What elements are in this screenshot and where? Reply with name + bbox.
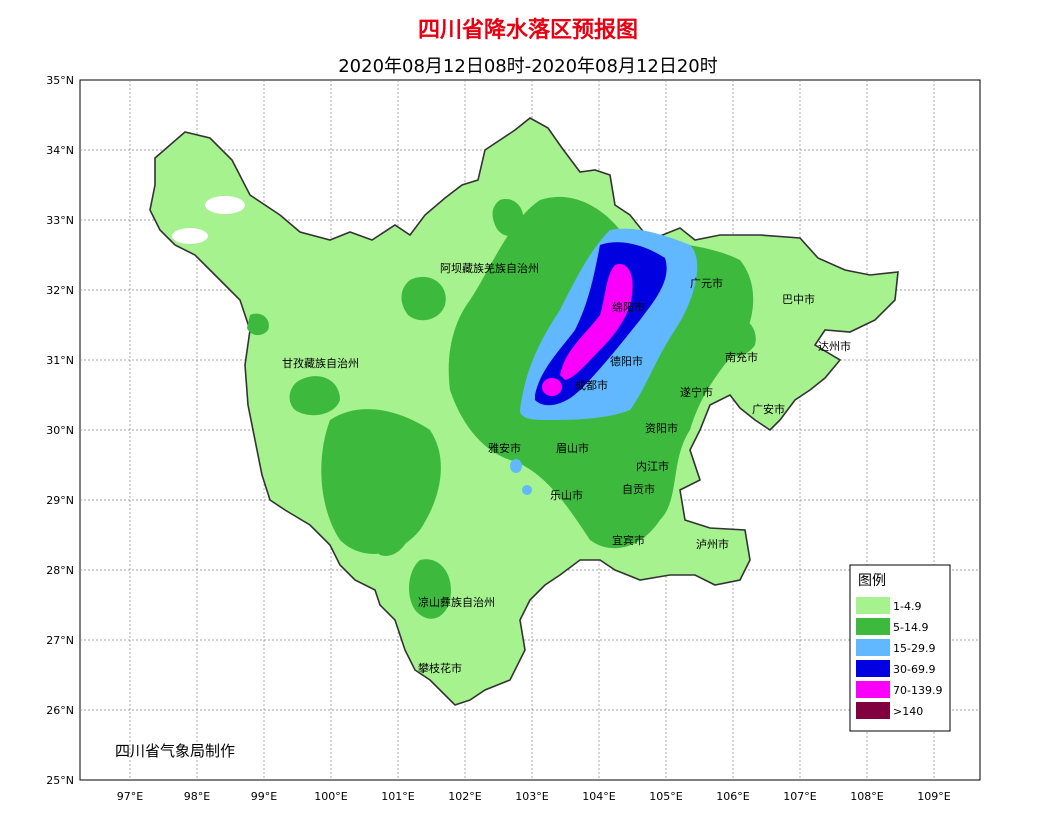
legend-swatch [856, 597, 890, 614]
city-label: 自贡市 [622, 482, 655, 496]
city-label: 眉山市 [556, 441, 589, 455]
map-subtitle: 2020年08月12日08时-2020年08月12日20时 [338, 56, 718, 77]
longitude-label: 108°E [850, 790, 883, 803]
legend-swatch [856, 681, 890, 698]
legend-label: 15-29.9 [893, 642, 935, 655]
longitude-label: 105°E [649, 790, 682, 803]
latitude-labels: 35°N 34°N 33°N 32°N 31°N 30°N 29°N 28°N 27°N 26°N… [46, 74, 74, 787]
city-label: 乐山市 [550, 488, 583, 502]
longitude-label: 101°E [381, 790, 414, 803]
legend: 图例 1-4.9 5-14.9 15-29.9 30-69.9 70-139.9 >140 [849, 564, 951, 732]
city-label: 成都市 [575, 378, 608, 392]
rain-zone-70-139.9 [542, 264, 633, 396]
city-label: 南充市 [725, 350, 758, 364]
legend-label: 1-4.9 [893, 600, 921, 613]
city-label: 达州市 [818, 339, 851, 353]
legend-title: 图例 [858, 573, 886, 589]
legend-swatch [856, 702, 890, 719]
longitude-label: 98°E [184, 790, 210, 803]
latitude-label: 33°N [46, 214, 74, 227]
longitude-label: 99°E [251, 790, 277, 803]
latitude-label: 30°N [46, 424, 74, 437]
latitude-label: 35°N [46, 74, 74, 87]
city-label: 资阳市 [645, 421, 678, 435]
longitude-label: 107°E [783, 790, 816, 803]
longitude-label: 106°E [716, 790, 749, 803]
legend-swatch [856, 660, 890, 677]
latitude-label: 26°N [46, 704, 74, 717]
city-label: 宜宾市 [612, 533, 645, 547]
legend-swatch [856, 618, 890, 635]
legend-label: 5-14.9 [893, 621, 928, 634]
city-label: 攀枝花市 [418, 661, 462, 675]
longitude-label: 109°E [917, 790, 950, 803]
city-label: 泸州市 [696, 537, 729, 551]
latitude-label: 32°N [46, 284, 74, 297]
latitude-label: 31°N [46, 354, 74, 367]
longitude-label: 104°E [582, 790, 615, 803]
longitude-label: 103°E [515, 790, 548, 803]
legend-label: 70-139.9 [893, 684, 942, 697]
city-label: 绵阳市 [612, 300, 645, 314]
longitude-label: 102°E [448, 790, 481, 803]
latitude-label: 25°N [46, 774, 74, 787]
legend-label: >140 [893, 705, 923, 718]
map-title: 四川省降水落区预报图 [417, 18, 638, 43]
longitude-label: 100°E [314, 790, 347, 803]
city-label: 凉山彝族自治州 [418, 595, 495, 609]
city-label: 甘孜藏族自治州 [282, 356, 359, 370]
legend-swatch [856, 639, 890, 656]
latitude-label: 27°N [46, 634, 74, 647]
credit-text: 四川省气象局制作 [115, 742, 235, 760]
city-label: 巴中市 [782, 292, 815, 306]
legend-label: 30-69.9 [893, 663, 935, 676]
latitude-label: 28°N [46, 564, 74, 577]
city-label: 广安市 [752, 402, 785, 416]
longitude-label: 97°E [117, 790, 143, 803]
city-label: 雅安市 [488, 441, 521, 455]
city-label: 内江市 [636, 459, 669, 473]
city-label: 广元市 [690, 276, 723, 290]
city-label: 德阳市 [610, 354, 643, 368]
latitude-label: 34°N [46, 144, 74, 157]
city-label: 阿坝藏族羌族自治州 [440, 261, 539, 275]
latitude-label: 29°N [46, 494, 74, 507]
city-label: 遂宁市 [680, 385, 713, 399]
longitude-labels: 97°E 98°E 99°E 100°E 101°E 102°E 103°E 104°E 105… [117, 790, 951, 803]
